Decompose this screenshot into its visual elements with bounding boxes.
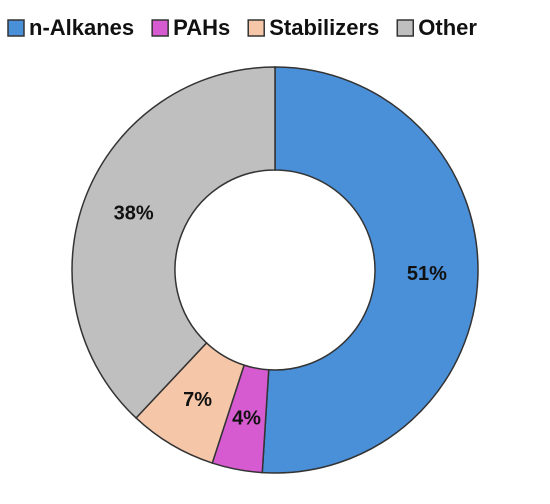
donut-slice	[261, 66, 479, 474]
data-label: 7%	[183, 389, 212, 411]
legend-swatch	[151, 19, 169, 37]
legend-swatch	[247, 19, 265, 37]
donut-slice	[71, 66, 276, 420]
legend-entry: Stabilizers	[269, 15, 379, 40]
legend-entry: n-Alkanes	[29, 15, 134, 40]
legend-swatch	[7, 19, 25, 37]
legend-entry: Other	[418, 15, 477, 40]
data-label: 38%	[114, 202, 154, 224]
data-label: 4%	[232, 408, 261, 430]
legend-swatch	[396, 19, 415, 37]
data-label: 51%	[407, 263, 447, 285]
legend-entry: PAHs	[173, 15, 230, 40]
